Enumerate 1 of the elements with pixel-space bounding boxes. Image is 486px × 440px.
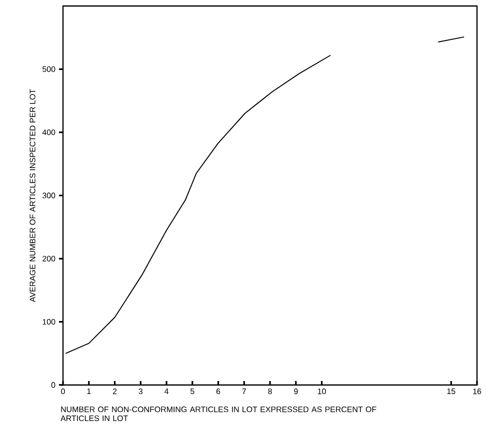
line-series (65, 54, 332, 354)
